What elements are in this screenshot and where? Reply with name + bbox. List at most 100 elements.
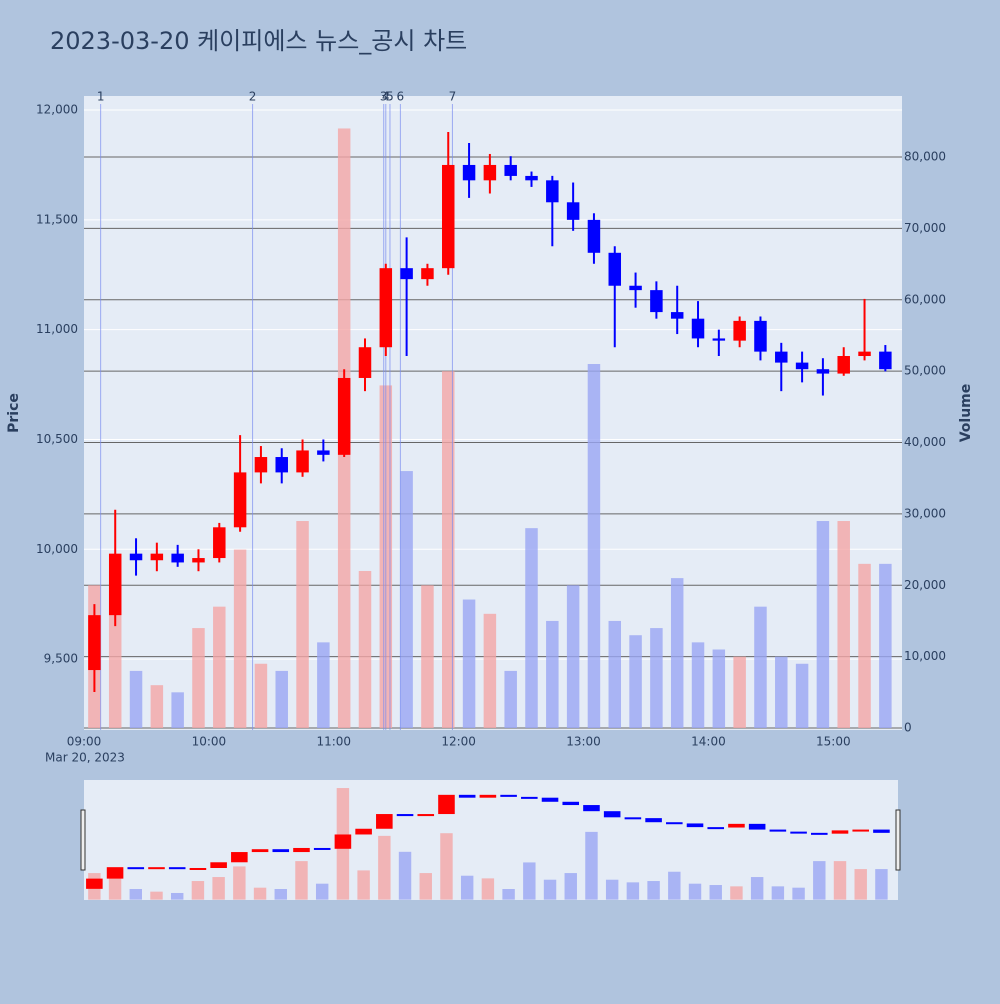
candle-body xyxy=(754,320,767,352)
slider-handle[interactable] xyxy=(895,809,901,871)
slider-volume-bar xyxy=(647,881,660,900)
slider-candle xyxy=(189,867,207,870)
candle-body xyxy=(337,377,351,455)
volume-bar xyxy=(525,528,538,729)
volume-bar xyxy=(483,613,497,729)
volume-bar xyxy=(670,578,684,729)
slider-volume-bar xyxy=(709,885,722,900)
slider-candle xyxy=(831,830,849,834)
y2-tick-label: 0 xyxy=(904,721,912,735)
slider-candle xyxy=(728,823,745,828)
volume-bar xyxy=(504,670,517,729)
slider-volume-bar xyxy=(875,869,888,900)
y-axis-label: Price xyxy=(6,393,22,433)
slider-volume-bar xyxy=(750,877,764,900)
y2-tick-label: 80,000 xyxy=(904,150,946,164)
slider-volume-bar xyxy=(129,889,142,900)
slider-candle xyxy=(231,852,248,863)
candle-body xyxy=(837,356,850,374)
volume-bar xyxy=(650,628,663,729)
slider-candle xyxy=(417,814,435,817)
candle-body xyxy=(254,457,268,473)
y2-axis-label: Volume xyxy=(958,384,974,443)
slider-volume-bar xyxy=(668,871,681,900)
slider-candle xyxy=(334,834,352,849)
candle-body xyxy=(358,347,372,378)
volume-bar xyxy=(858,563,871,729)
x-tick-label: 10:00 xyxy=(192,735,227,749)
volume-bar xyxy=(712,649,726,729)
slider-candle xyxy=(645,818,662,823)
volume-bar xyxy=(462,599,476,729)
slider-volume-bar xyxy=(295,861,308,900)
candle-body xyxy=(421,268,434,280)
slider-volume-bar xyxy=(170,892,184,900)
news-label: 4 xyxy=(382,90,390,104)
candle-body xyxy=(192,558,205,563)
candle-body xyxy=(504,164,517,176)
slider-candle xyxy=(376,814,393,829)
candle-body xyxy=(712,338,726,341)
news-label: 6 xyxy=(397,90,405,104)
x-tick-label: 12:00 xyxy=(441,735,476,749)
slider-volume-bar xyxy=(730,886,743,900)
slider-candle xyxy=(562,801,580,806)
candle-body xyxy=(462,164,476,181)
volume-bar xyxy=(192,628,205,729)
slider-volume-bar xyxy=(813,861,826,900)
x-tick-label: 11:00 xyxy=(316,735,351,749)
y2-tick-label: 20,000 xyxy=(904,578,946,592)
slider-volume-bar xyxy=(626,882,640,900)
news-label: 3 xyxy=(380,90,388,104)
y-tick-label: 10,500 xyxy=(36,432,78,446)
candle-body xyxy=(858,351,871,357)
y2-tick-label: 30,000 xyxy=(904,506,946,520)
volume-bar xyxy=(837,521,850,729)
candle-body xyxy=(233,472,247,528)
slider-candle xyxy=(127,867,145,870)
candle-body xyxy=(733,320,746,341)
slider-volume-bar xyxy=(357,870,370,900)
slider-candle xyxy=(313,847,331,850)
volume-bar xyxy=(400,471,413,729)
y2-tick-label: 40,000 xyxy=(904,435,946,449)
slider-candle xyxy=(583,805,600,812)
candle-body xyxy=(691,318,705,339)
candle-body xyxy=(525,175,538,181)
volume-bar xyxy=(733,656,746,729)
slider-candle xyxy=(624,817,642,820)
news-label: 5 xyxy=(386,90,394,104)
slider-handle[interactable] xyxy=(80,809,86,871)
slider-volume-bar xyxy=(253,887,267,900)
volume-bar xyxy=(233,549,247,729)
y2-tick-label: 10,000 xyxy=(904,649,946,663)
slider-candle xyxy=(86,878,103,889)
slider-volume-bar xyxy=(585,831,598,900)
candle-body xyxy=(317,450,330,455)
candle-body xyxy=(629,285,642,291)
slider-candle xyxy=(748,823,766,830)
candle-body xyxy=(442,164,455,269)
y-tick-label: 9,500 xyxy=(44,652,78,666)
y-tick-label: 10,000 xyxy=(36,542,78,556)
x-tick-label: 15:00 xyxy=(816,735,851,749)
slider-volume-bar xyxy=(233,866,246,900)
slider-candle xyxy=(251,849,269,853)
slider-volume-bar xyxy=(792,887,805,900)
candle-body xyxy=(150,553,164,561)
slider-candle xyxy=(603,811,621,818)
slider-candle xyxy=(458,794,476,798)
candle-body xyxy=(608,252,622,286)
slider-volume-bar xyxy=(543,879,557,900)
slider-candle xyxy=(873,829,890,833)
y-tick-label: 12,000 xyxy=(36,103,78,117)
volume-bar xyxy=(608,620,622,729)
y-tick-label: 11,500 xyxy=(36,212,78,226)
volume-bar xyxy=(691,642,705,729)
slider-candle xyxy=(479,794,497,798)
volume-bar xyxy=(150,685,164,729)
candle-body xyxy=(400,268,413,280)
volume-bar xyxy=(296,521,309,729)
slider-candle xyxy=(521,796,538,799)
